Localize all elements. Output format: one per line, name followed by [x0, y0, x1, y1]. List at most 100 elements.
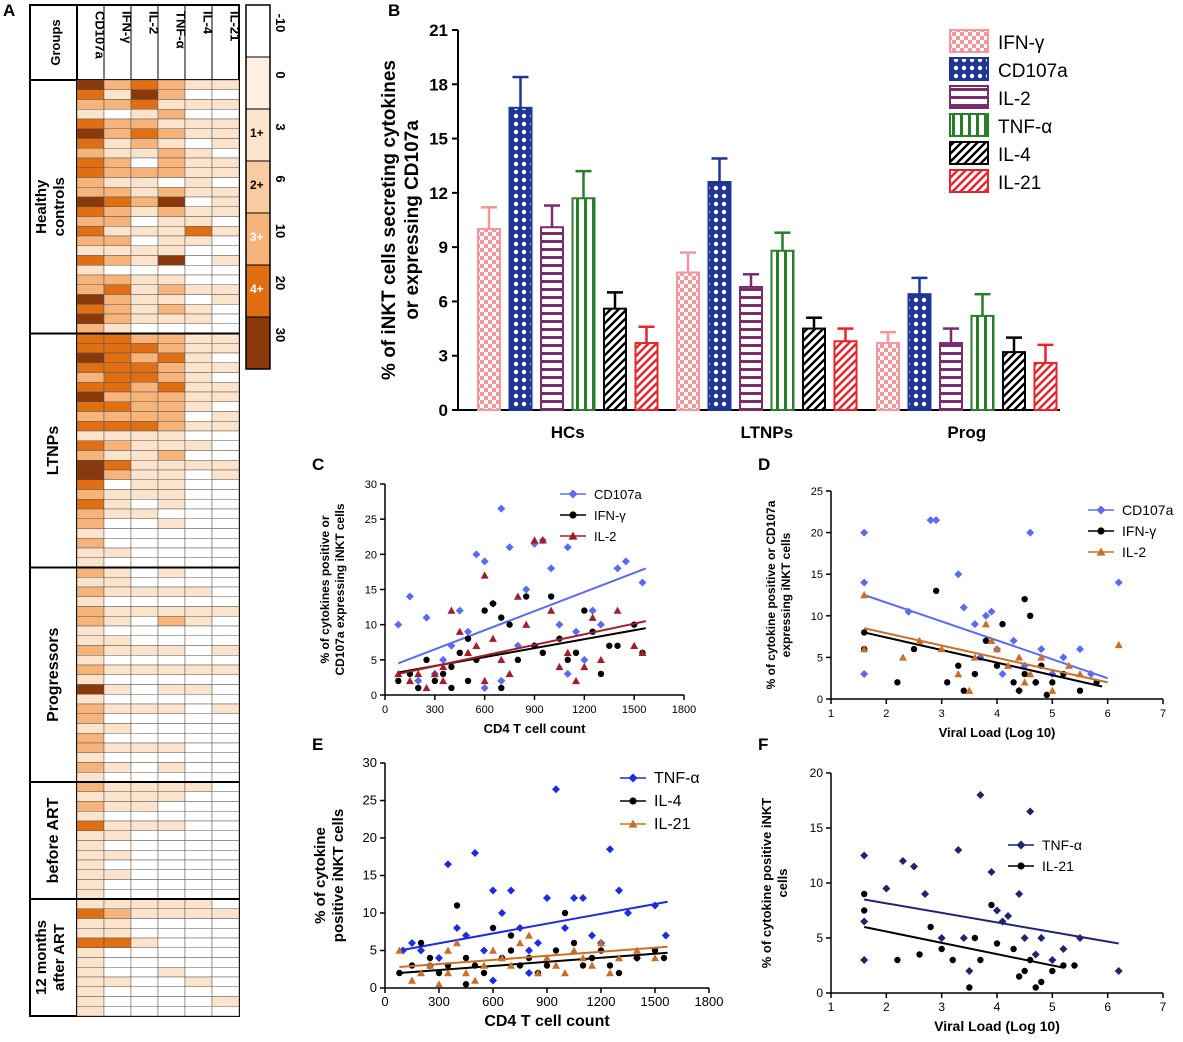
data-point — [624, 909, 632, 917]
data-point — [462, 954, 470, 962]
heatmap-cell — [184, 635, 213, 646]
heatmap-cell — [103, 79, 132, 90]
heatmap-cell — [157, 752, 186, 763]
heatmap-cell — [211, 713, 240, 724]
heatmap-cell — [157, 713, 186, 724]
heatmap-cell — [211, 538, 240, 549]
x-tick-label: 3 — [938, 1000, 945, 1014]
heatmap-cell — [211, 820, 240, 831]
heatmap-cell — [76, 645, 105, 656]
heatmap-cell — [211, 99, 240, 110]
y-tick-label: 5 — [371, 655, 377, 667]
x-tick-label: 1500 — [622, 704, 646, 716]
heatmap-cell — [157, 869, 186, 880]
heatmap-cell — [130, 937, 159, 948]
heatmap-cell — [157, 157, 186, 168]
panel-f: F 1 2 3 4 5 6 7 0 5 10 15 20 Viral Load (Log 10) % of… — [758, 735, 1167, 1034]
data-point — [998, 670, 1007, 679]
legend-swatch — [949, 113, 989, 137]
heatmap-cell — [103, 440, 132, 451]
heatmap-cell — [130, 1006, 159, 1017]
heatmap-cell — [211, 274, 240, 285]
heatmap-cell — [103, 138, 132, 149]
y-tick-label: 10 — [811, 611, 823, 623]
heatmap-cell — [184, 245, 213, 256]
heatmap-cell — [103, 986, 132, 997]
heatmap-cell — [76, 820, 105, 831]
heatmap-cell — [184, 889, 213, 900]
heatmap-cell — [157, 411, 186, 422]
heatmap-cell — [130, 216, 159, 227]
heatmap-cell — [157, 469, 186, 480]
heatmap-cell — [211, 489, 240, 500]
legend-swatch — [949, 57, 989, 81]
y-tick-label: 20 — [365, 549, 377, 561]
heatmap-cell — [211, 937, 240, 948]
heatmap-cell — [103, 928, 132, 939]
heatmap-cell — [76, 937, 105, 948]
heatmap-cell — [157, 206, 186, 217]
legend-label: IL-2 — [594, 529, 616, 544]
data-point — [1114, 640, 1123, 649]
heatmap-cell — [157, 274, 186, 285]
heatmap-cell — [103, 343, 132, 354]
heatmap-cell — [130, 323, 159, 334]
heatmap-cell — [211, 109, 240, 120]
heatmap-cell — [103, 967, 132, 978]
y-tick-label: 5 — [817, 652, 823, 664]
legend-label: TNF-α — [654, 770, 700, 787]
y-axis-label-line: cells — [775, 869, 790, 898]
heatmap-cell — [76, 274, 105, 285]
y-tick-label: 5 — [370, 943, 377, 958]
bar — [802, 327, 826, 412]
heatmap-cell — [76, 206, 105, 217]
heatmap-cell — [76, 187, 105, 198]
heatmap-cell — [130, 187, 159, 198]
data-point — [1015, 653, 1024, 661]
y-tick-label: 0 — [371, 690, 377, 702]
heatmap-cell — [157, 99, 186, 110]
heatmap-cell — [103, 557, 132, 568]
heatmap-cell — [184, 401, 213, 412]
data-point — [408, 939, 416, 947]
heatmap-cell — [157, 879, 186, 890]
heatmap-cell — [103, 733, 132, 744]
bar — [876, 342, 900, 411]
y-axis-label-line: CD107a expressing iNKT cells — [333, 503, 347, 675]
heatmap-cell — [211, 362, 240, 373]
data-point — [861, 890, 868, 898]
heatmap-cell — [211, 440, 240, 451]
heatmap-cell — [157, 859, 186, 870]
heatmap-cell — [184, 801, 213, 812]
heatmap-cell — [76, 518, 105, 529]
heatmap-cell — [103, 918, 132, 929]
data-point — [543, 954, 551, 962]
data-point — [615, 954, 623, 962]
data-point — [579, 962, 587, 969]
heatmap-cell — [184, 625, 213, 636]
heatmap-cell — [184, 79, 213, 90]
data-point — [597, 670, 605, 678]
fit-line — [863, 926, 1064, 969]
heatmap-cell — [103, 625, 132, 636]
x-tick-label: 1800 — [695, 994, 724, 1009]
heatmap-cell — [211, 986, 240, 997]
heatmap-cell — [184, 196, 213, 207]
data-point — [960, 687, 967, 694]
heatmap-cell — [184, 118, 213, 129]
data-point — [423, 656, 430, 664]
data-point — [453, 924, 461, 932]
heatmap-cell — [157, 976, 186, 987]
heatmap-cell — [184, 869, 213, 880]
scatter-chart-c: 0 300 600 900 1200 1500 1800 0 5 10 15 20 25 30 CD4 T … — [318, 479, 696, 736]
heatmap-cell — [184, 489, 213, 500]
heatmap-cell — [76, 1006, 105, 1017]
data-point — [453, 902, 461, 909]
y-tick-label: 20 — [810, 766, 824, 780]
heatmap-cell — [130, 879, 159, 890]
data-point — [1010, 679, 1017, 686]
heatmap-cell — [130, 577, 159, 588]
data-point — [606, 969, 614, 977]
scale-grade-label: 2+ — [250, 178, 264, 192]
heatmap-cell — [130, 313, 159, 324]
